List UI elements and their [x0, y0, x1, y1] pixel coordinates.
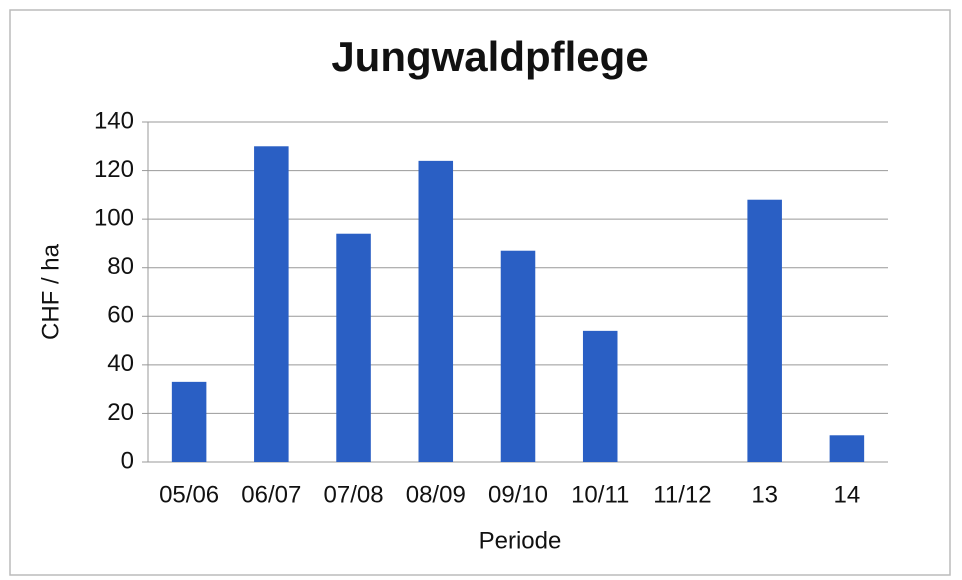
bar: [171, 381, 207, 462]
y-tick-label: 20: [107, 399, 134, 426]
bar: [254, 146, 289, 463]
bar: [418, 160, 454, 462]
y-tick-label: 40: [107, 350, 134, 377]
bar: [829, 435, 865, 462]
y-axis-label: CHF / ha: [37, 243, 64, 340]
y-tick-label: 140: [94, 107, 134, 134]
bar: [336, 233, 371, 462]
bar: [500, 250, 536, 462]
y-tick-label: 60: [107, 302, 134, 329]
bar: [747, 199, 782, 462]
x-tick-label: 09/10: [488, 481, 548, 508]
x-axis-label: Periode: [479, 527, 562, 554]
x-tick-label: 11/12: [653, 481, 711, 508]
x-tick-label: 07/08: [324, 481, 384, 508]
y-tick-label: 120: [94, 156, 134, 183]
x-tick-label: 05/06: [159, 481, 219, 508]
chart-frame: [9, 9, 951, 576]
y-tick-label: 100: [94, 204, 134, 231]
x-tick-label: 13: [751, 481, 778, 508]
y-tick-label: 0: [121, 447, 134, 474]
bar: [582, 330, 618, 462]
x-tick-label: 14: [834, 481, 861, 508]
x-tick-label: 10/11: [571, 481, 629, 508]
y-tick-label: 80: [107, 253, 134, 280]
chart-title: Jungwaldpflege: [331, 33, 648, 80]
x-tick-label: 06/07: [241, 481, 301, 508]
x-tick-label: 08/09: [406, 481, 466, 508]
